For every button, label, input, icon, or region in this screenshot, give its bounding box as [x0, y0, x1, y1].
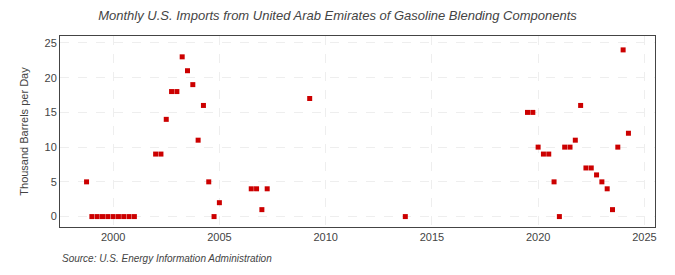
svg-text:2020: 2020 — [526, 231, 550, 243]
svg-text:20: 20 — [45, 72, 57, 84]
svg-text:Thousand Barrels per Day: Thousand Barrels per Day — [18, 67, 30, 196]
svg-text:25: 25 — [45, 37, 57, 49]
svg-text:0: 0 — [51, 210, 57, 222]
svg-text:2005: 2005 — [207, 231, 231, 243]
svg-text:15: 15 — [45, 106, 57, 118]
svg-text:2000: 2000 — [101, 231, 125, 243]
svg-text:2025: 2025 — [632, 231, 656, 243]
svg-text:2015: 2015 — [420, 231, 444, 243]
svg-text:Source: U.S. Energy Informatio: Source: U.S. Energy Information Administ… — [62, 253, 272, 264]
svg-text:5: 5 — [51, 176, 57, 188]
svg-text:10: 10 — [45, 141, 57, 153]
svg-text:2010: 2010 — [313, 231, 337, 243]
svg-text:Monthly U.S. Imports from Unit: Monthly U.S. Imports from United Arab Em… — [98, 8, 577, 23]
